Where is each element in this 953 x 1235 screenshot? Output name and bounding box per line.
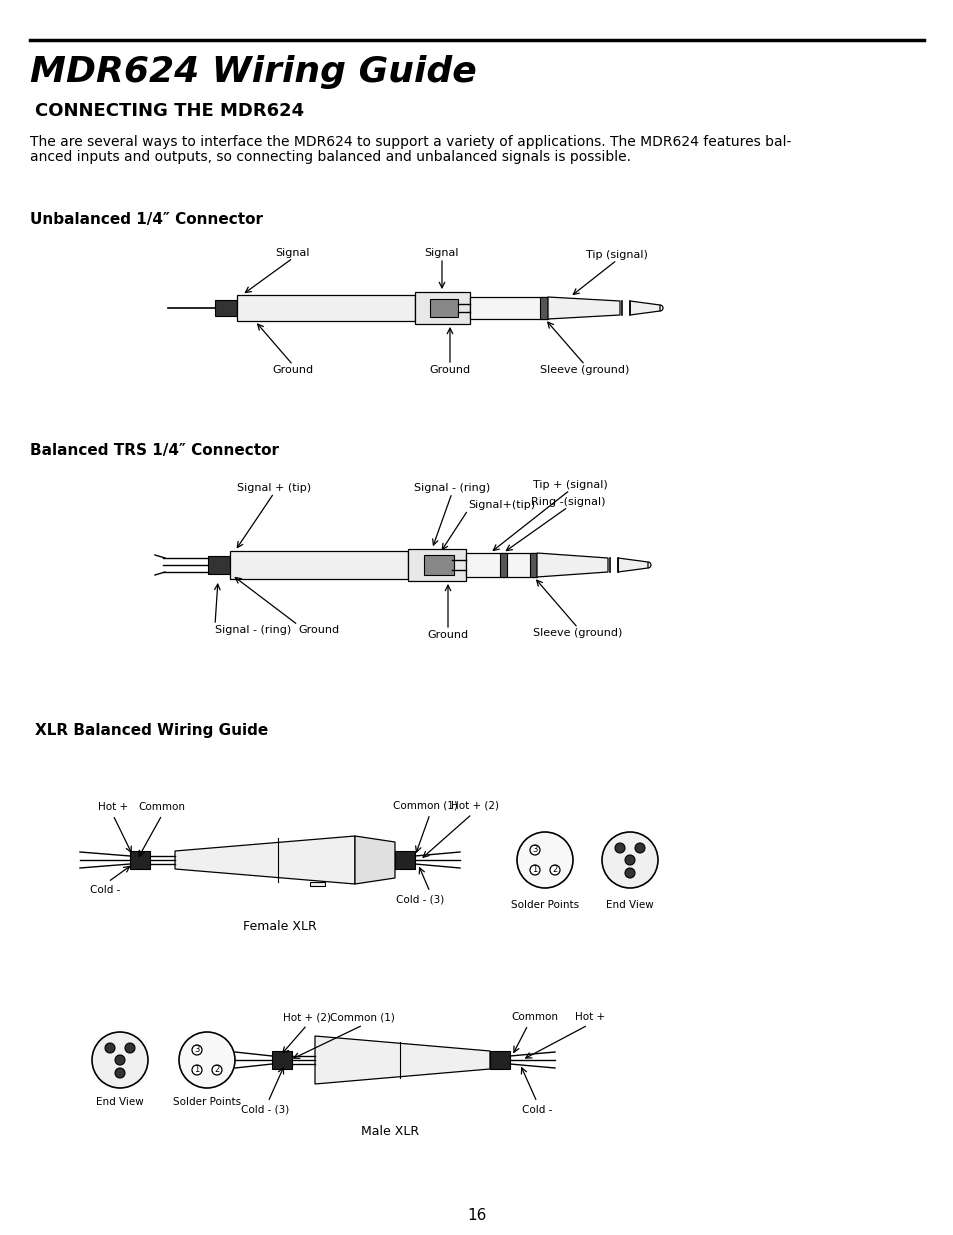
Polygon shape — [547, 296, 619, 319]
Text: Ring -(signal): Ring -(signal) — [530, 496, 604, 508]
Text: Hot +: Hot + — [98, 802, 128, 811]
Text: Balanced TRS 1/4″ Connector: Balanced TRS 1/4″ Connector — [30, 443, 278, 458]
Circle shape — [615, 844, 624, 853]
Circle shape — [125, 1044, 135, 1053]
Text: Solder Points: Solder Points — [172, 1097, 241, 1107]
Bar — [415, 291, 470, 324]
Circle shape — [517, 832, 573, 888]
Text: XLR Balanced Wiring Guide: XLR Balanced Wiring Guide — [35, 722, 268, 739]
Polygon shape — [314, 1036, 490, 1084]
Polygon shape — [629, 301, 659, 315]
Text: 2: 2 — [214, 1066, 219, 1074]
Text: CONNECTING THE MDR624: CONNECTING THE MDR624 — [35, 103, 304, 120]
Circle shape — [550, 864, 559, 876]
Circle shape — [192, 1045, 202, 1055]
Bar — [423, 555, 454, 576]
Circle shape — [624, 868, 635, 878]
Circle shape — [212, 1065, 222, 1074]
Text: Sleeve (ground): Sleeve (ground) — [533, 629, 622, 638]
Bar — [130, 851, 150, 869]
Text: Solder Points: Solder Points — [511, 900, 578, 910]
Text: 1: 1 — [194, 1066, 199, 1074]
Text: Signal - (ring): Signal - (ring) — [214, 625, 291, 635]
Bar — [408, 550, 465, 580]
Circle shape — [624, 855, 635, 864]
Text: End View: End View — [96, 1097, 144, 1107]
Text: Common: Common — [511, 1011, 558, 1023]
Text: Common: Common — [138, 802, 185, 811]
Circle shape — [179, 1032, 234, 1088]
Bar — [272, 1051, 292, 1070]
Bar — [470, 296, 547, 319]
Circle shape — [530, 845, 539, 855]
Text: Ground: Ground — [297, 625, 338, 635]
Text: 2: 2 — [552, 866, 558, 874]
Circle shape — [530, 864, 539, 876]
Circle shape — [105, 1044, 115, 1053]
Bar — [530, 553, 537, 577]
Circle shape — [115, 1068, 125, 1078]
Text: End View: End View — [605, 900, 653, 910]
Text: 3: 3 — [194, 1046, 199, 1055]
Text: Ground: Ground — [273, 366, 314, 375]
Polygon shape — [618, 558, 647, 572]
Bar — [310, 882, 325, 885]
Circle shape — [115, 1055, 125, 1065]
Polygon shape — [174, 836, 355, 884]
Circle shape — [192, 1065, 202, 1074]
Bar — [214, 300, 236, 316]
Bar — [430, 299, 457, 317]
Bar — [490, 1051, 510, 1070]
Text: Sleeve (ground): Sleeve (ground) — [539, 366, 629, 375]
Text: Tip (signal): Tip (signal) — [585, 249, 647, 261]
Text: Hot + (2): Hot + (2) — [283, 1011, 331, 1023]
Text: The are several ways to interface the MDR624 to support a variety of application: The are several ways to interface the MD… — [30, 135, 791, 149]
Text: Signal - (ring): Signal - (ring) — [414, 483, 490, 493]
Circle shape — [91, 1032, 148, 1088]
Text: Cold -: Cold - — [521, 1105, 552, 1115]
Text: MDR624 Wiring Guide: MDR624 Wiring Guide — [30, 56, 476, 89]
Text: Cold - (3): Cold - (3) — [395, 895, 444, 905]
Polygon shape — [355, 836, 395, 884]
Text: Common (1): Common (1) — [329, 1011, 394, 1023]
Bar — [395, 851, 415, 869]
Text: Female XLR: Female XLR — [243, 920, 316, 932]
Text: Cold - (3): Cold - (3) — [240, 1105, 289, 1115]
Text: Cold -: Cold - — [90, 885, 120, 895]
Text: 16: 16 — [467, 1208, 486, 1223]
Polygon shape — [537, 553, 607, 577]
Text: Hot +: Hot + — [575, 1011, 604, 1023]
Bar — [465, 553, 536, 577]
Text: Signal: Signal — [424, 248, 458, 258]
Text: anced inputs and outputs, so connecting balanced and unbalanced signals is possi: anced inputs and outputs, so connecting … — [30, 149, 630, 164]
Bar — [539, 296, 547, 319]
Text: Ground: Ground — [429, 366, 470, 375]
Circle shape — [635, 844, 644, 853]
Bar — [236, 295, 415, 321]
Text: 3: 3 — [532, 846, 537, 855]
Bar — [208, 556, 230, 574]
Text: Ground: Ground — [427, 630, 468, 640]
Text: 1: 1 — [532, 866, 537, 874]
Text: Male XLR: Male XLR — [360, 1125, 418, 1137]
Circle shape — [601, 832, 658, 888]
Text: Signal+(tip): Signal+(tip) — [468, 500, 535, 510]
Text: Tip + (signal): Tip + (signal) — [532, 480, 607, 490]
Bar — [230, 551, 408, 579]
Text: Unbalanced 1/4″ Connector: Unbalanced 1/4″ Connector — [30, 212, 263, 227]
Text: Hot + (2): Hot + (2) — [451, 800, 498, 810]
Text: Signal + (tip): Signal + (tip) — [236, 483, 311, 493]
Text: Common (1): Common (1) — [392, 800, 456, 810]
Text: Signal: Signal — [275, 248, 310, 258]
Bar — [499, 553, 506, 577]
